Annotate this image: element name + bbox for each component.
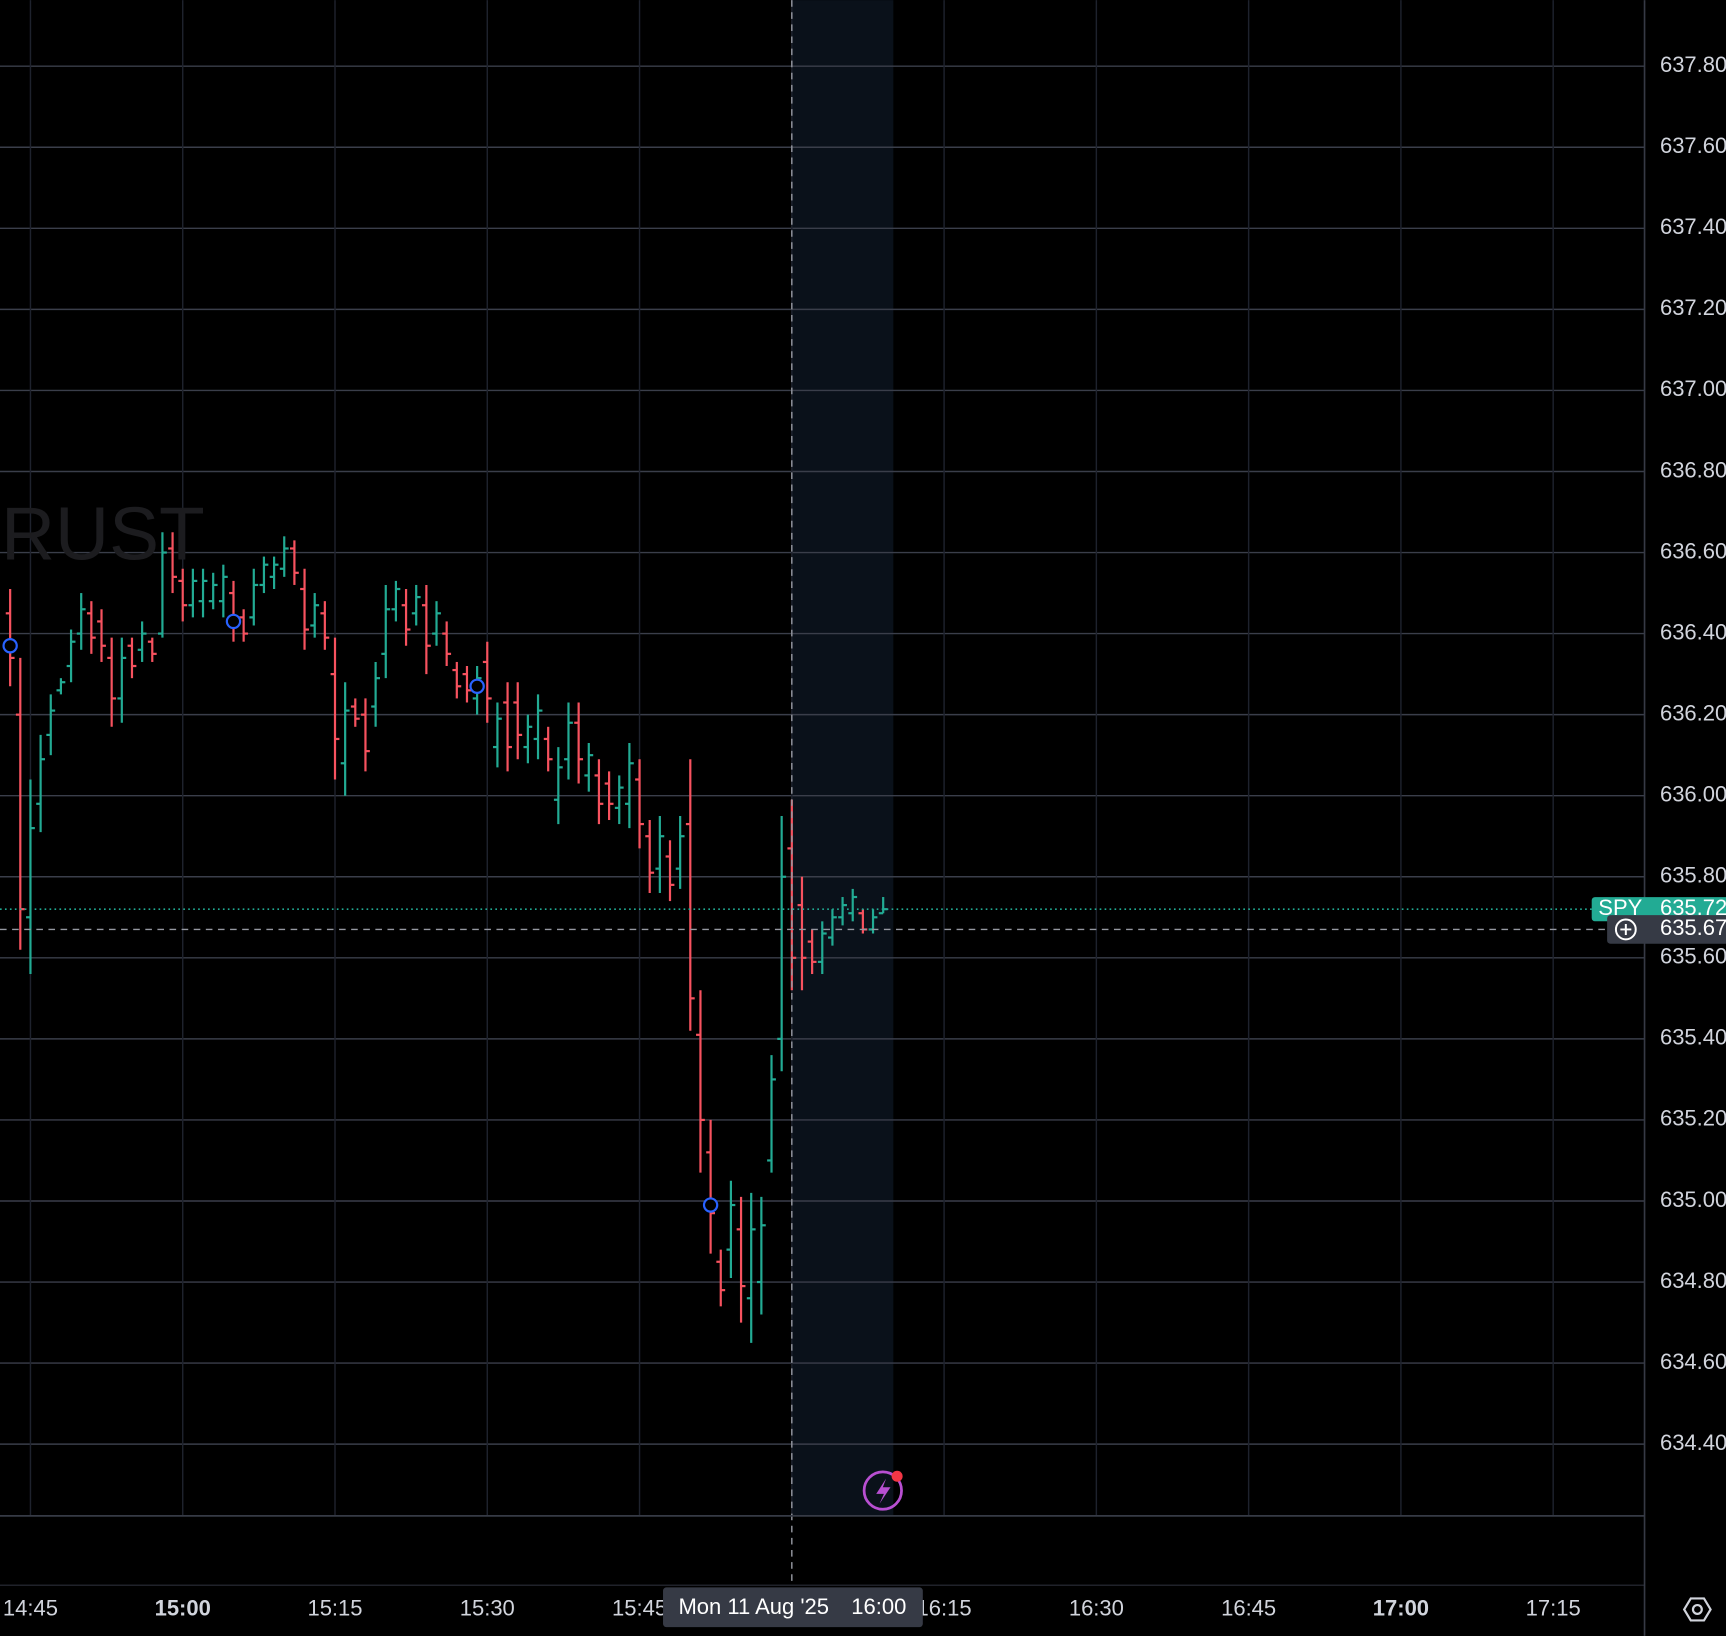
x-tick-label: 16:30: [1069, 1595, 1124, 1620]
y-tick-label: 636.40: [1660, 619, 1726, 644]
y-tick-label: 635.40: [1660, 1025, 1726, 1050]
settings-button[interactable]: [1682, 1597, 1712, 1622]
crosshair-time-box: [663, 1587, 923, 1628]
alert-icon[interactable]: [862, 1470, 903, 1511]
crosshair-price-box: [1607, 915, 1726, 944]
x-tick-label: 16:45: [1221, 1595, 1276, 1620]
event-marker[interactable]: [702, 1197, 719, 1213]
session-shade: [791, 0, 894, 1516]
y-tick-label: 637.60: [1660, 133, 1726, 158]
y-tick-label: 634.40: [1660, 1430, 1726, 1455]
y-tick-label: 637.80: [1660, 52, 1726, 77]
x-tick-label: 15:15: [307, 1595, 362, 1620]
y-tick-label: 634.60: [1660, 1349, 1726, 1374]
event-marker[interactable]: [225, 613, 242, 630]
y-tick-label: 637.40: [1660, 214, 1726, 239]
x-tick-label: 15:00: [155, 1595, 211, 1620]
crosshair-time-label: 16:00: [851, 1594, 906, 1619]
y-tick-label: 635.00: [1660, 1187, 1726, 1212]
y-tick-label: 636.20: [1660, 700, 1726, 725]
y-tick-label: 634.80: [1660, 1268, 1726, 1293]
y-tick-label: 637.20: [1660, 295, 1726, 320]
axis-layer: 634.40 634.60 634.80 635.00 635.20 635.40 635.…: [3, 52, 1726, 1628]
x-tick-label: 16:15: [917, 1595, 972, 1620]
watermark: TRUST: [0, 491, 205, 575]
x-tick-label: 14:45: [3, 1595, 58, 1620]
x-tick-label: 15:45: [612, 1595, 667, 1620]
y-tick-label: 637.00: [1660, 376, 1726, 401]
y-tick-label: 636.00: [1660, 782, 1726, 807]
add-alert-plus[interactable]: [1620, 923, 1632, 935]
crosshair-date-label: Mon 11 Aug '25: [678, 1594, 829, 1619]
y-tick-label: 635.80: [1660, 863, 1726, 888]
x-tick-label: 17:00: [1373, 1595, 1429, 1620]
x-tick-label: 15:30: [460, 1595, 515, 1620]
y-tick-label: 636.80: [1660, 457, 1726, 482]
y-tick-label: 636.60: [1660, 538, 1726, 563]
x-tick-label: 17:15: [1526, 1595, 1581, 1620]
add-alert-button[interactable]: [1614, 918, 1637, 941]
y-tick-label: 635.20: [1660, 1106, 1726, 1131]
y-tick-label: 635.60: [1660, 944, 1726, 969]
event-marker[interactable]: [2, 638, 18, 654]
event-marker[interactable]: [469, 678, 485, 694]
crosshair-price-label: 635.67: [1660, 915, 1726, 940]
